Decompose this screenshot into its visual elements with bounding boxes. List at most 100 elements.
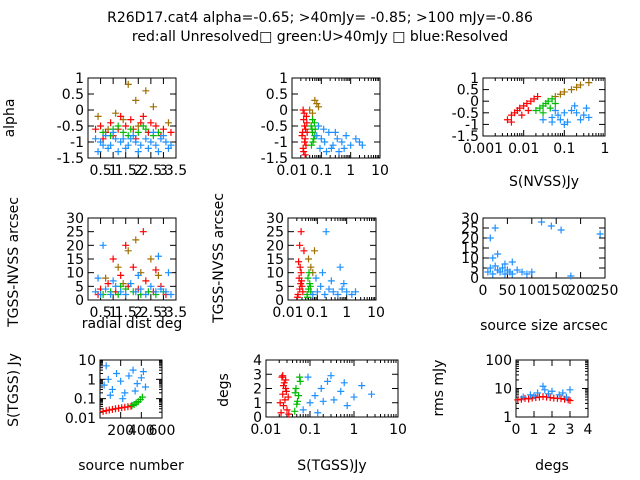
data-point-red xyxy=(507,118,515,126)
data-point-green xyxy=(532,106,540,114)
data-point-blue xyxy=(337,387,345,395)
data-point-blue xyxy=(491,262,499,270)
data-point-green xyxy=(539,109,547,117)
x-tick-label: 10 xyxy=(371,163,389,179)
data-point-blue xyxy=(313,132,321,140)
data-point-blue xyxy=(117,288,125,296)
data-point-green xyxy=(303,293,311,301)
data-point-blue xyxy=(109,128,117,136)
data-point-blue xyxy=(528,268,536,276)
x-tick-label: 0.1 xyxy=(553,141,575,157)
x-axis-label: source number xyxy=(78,458,184,474)
y-tick-label: 0.01 xyxy=(65,411,96,427)
y-tick-label: 10 xyxy=(461,251,479,267)
data-point-blue xyxy=(556,116,564,124)
y-tick-label: 25 xyxy=(461,221,479,237)
data-point-red xyxy=(105,406,113,414)
data-point-blue xyxy=(340,280,348,288)
data-point-blue xyxy=(112,282,120,290)
x-tick-label: 1 xyxy=(346,163,355,179)
y-tick-label: 1 xyxy=(253,396,262,412)
data-point-blue xyxy=(539,116,547,124)
data-point-blue xyxy=(501,260,509,268)
data-point-green xyxy=(292,385,300,392)
data-point-blue xyxy=(350,393,358,401)
data-point-olive xyxy=(154,271,162,279)
data-point-red xyxy=(102,407,110,415)
data-point-blue xyxy=(342,132,350,140)
y-tick-label: 10 xyxy=(78,353,96,369)
data-point-blue xyxy=(338,285,346,293)
data-point-olive xyxy=(94,112,102,120)
y-axis-label: S(TGSS) Jy xyxy=(6,353,22,427)
data-point-red xyxy=(295,258,303,266)
data-point-red xyxy=(297,228,305,236)
x-tick-label: 0.01 xyxy=(250,422,281,438)
data-point-blue xyxy=(573,109,581,117)
data-point-blue xyxy=(162,288,170,296)
data-point-blue xyxy=(142,135,150,143)
data-point-blue xyxy=(132,138,140,146)
data-point-green xyxy=(127,125,135,133)
data-point-blue xyxy=(314,122,322,130)
y-tick-label: 15 xyxy=(266,252,284,268)
data-point-red xyxy=(524,106,532,114)
data-point-red xyxy=(282,376,290,384)
data-point-blue xyxy=(347,141,355,149)
data-point-blue xyxy=(127,280,135,288)
data-point-red xyxy=(109,255,117,263)
y-tick-label: 25 xyxy=(66,225,84,241)
y-tick-label: 5 xyxy=(470,261,479,277)
data-point-red xyxy=(92,125,100,133)
data-point-red xyxy=(285,410,293,418)
data-point-blue xyxy=(547,222,555,230)
data-point-blue xyxy=(97,291,105,299)
data-point-green xyxy=(307,122,315,130)
data-point-red xyxy=(283,406,291,414)
figure-title-line-2: red:all Unresolved□ green:U>40mJy □ blue… xyxy=(132,29,508,45)
data-point-blue xyxy=(317,385,325,392)
data-point-blue xyxy=(137,374,145,382)
data-point-blue xyxy=(555,391,563,399)
data-point-blue xyxy=(129,132,137,140)
data-point-blue xyxy=(577,116,585,124)
data-point-blue xyxy=(325,128,333,136)
y-tick-label: 0.1 xyxy=(74,392,96,408)
data-point-olive xyxy=(556,90,564,98)
data-point-blue xyxy=(117,377,125,385)
x-tick-label: 3 xyxy=(566,422,575,438)
data-point-red xyxy=(299,288,307,296)
x-tick-label: 400 xyxy=(128,423,155,439)
data-point-blue xyxy=(159,132,167,140)
data-point-green xyxy=(546,104,554,112)
data-point-blue xyxy=(147,282,155,290)
panel-p2: 0.01 0.1 1 10-1.5-1-0.500.51 xyxy=(261,71,389,179)
x-tick-label: 200 xyxy=(107,423,134,439)
y-tick-label: 30 xyxy=(266,211,284,227)
y-tick-label: 1 xyxy=(87,372,96,388)
data-point-green xyxy=(310,135,318,143)
data-point-blue xyxy=(324,377,332,385)
data-point-red xyxy=(152,266,160,274)
data-point-olive xyxy=(142,87,150,95)
y-tick-label: 0.5 xyxy=(457,83,479,99)
data-point-blue xyxy=(94,274,102,282)
data-point-blue xyxy=(530,392,538,400)
y-tick-label: 4 xyxy=(253,353,262,369)
axes-frame xyxy=(482,217,606,279)
x-tick-label: 2 xyxy=(134,163,143,179)
data-point-blue xyxy=(548,387,556,395)
data-point-green xyxy=(548,95,556,103)
data-point-blue xyxy=(571,102,579,110)
data-point-blue xyxy=(311,392,319,400)
data-point-blue xyxy=(329,288,337,296)
y-tick-label: 1 xyxy=(470,71,479,87)
data-point-red xyxy=(117,112,125,120)
data-point-blue xyxy=(368,390,376,398)
data-point-blue xyxy=(348,291,356,299)
axes-frame xyxy=(291,77,381,159)
y-tick-label: 0 xyxy=(279,103,288,119)
data-point-green xyxy=(305,269,313,277)
data-point-blue xyxy=(317,282,325,290)
